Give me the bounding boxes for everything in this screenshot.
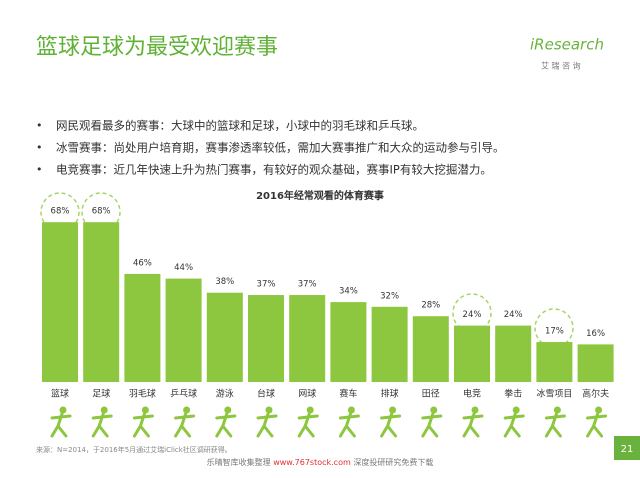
bullet-dot: • [36, 141, 43, 154]
category-label: 网球 [298, 388, 316, 400]
sport-icon-head [59, 406, 67, 414]
category-label: 羽毛球 [129, 388, 156, 400]
bar [536, 342, 573, 382]
sport-icon-body [544, 412, 566, 438]
sport-icon-head [512, 406, 520, 414]
sport-icon-head [347, 406, 355, 414]
chart-title: 2016年经常观看的体育赛事 [256, 189, 384, 202]
sport-icon-body [132, 412, 154, 438]
sport-icon-body [338, 412, 360, 438]
bar [165, 278, 202, 382]
value-label: 24% [463, 310, 482, 320]
sport-icon-body [586, 412, 608, 438]
bar [83, 222, 120, 382]
logo-sub: 艾 瑞 咨 询 [541, 61, 581, 71]
category-label: 高尔夫 [582, 388, 609, 400]
bar [495, 325, 532, 382]
sport-icon-head [553, 406, 561, 414]
category-label: 足球 [92, 388, 110, 400]
value-label: 32% [380, 291, 399, 301]
sport-icon-head [265, 406, 273, 414]
sport-icon-body [297, 412, 319, 438]
bullet-dot: • [36, 163, 43, 176]
footer-suffix: 深度投研研究免费下载 [351, 457, 434, 467]
value-label: 28% [421, 301, 440, 311]
category-label: 电竞 [463, 388, 481, 400]
bar [330, 302, 367, 382]
value-label: 38% [215, 277, 234, 287]
bar [454, 325, 490, 382]
value-label: 46% [133, 258, 152, 268]
value-label: 34% [339, 287, 358, 297]
category-label: 田径 [422, 388, 440, 400]
sport-icon-head [430, 406, 438, 414]
category-label: 拳击 [504, 388, 522, 400]
bar [206, 292, 243, 382]
bar [577, 344, 614, 382]
sport-icon-body [91, 412, 113, 438]
bar-chart: 68% 篮球 68% 足球 46% 羽毛球 44% 乒乓球 38% 游泳 37% 台球 37% 网球 34%… [42, 207, 614, 438]
value-label: 44% [174, 263, 193, 273]
category-label: 冰雪项目 [536, 388, 572, 400]
sport-icon-body [215, 412, 237, 438]
source: 来源：N=2014，于2016年5月通过艾瑞iClick社区调研获得。 [36, 445, 232, 454]
footer-prefix: 乐晴智库收集整理 [207, 457, 274, 467]
value-label: 17% [545, 327, 564, 337]
sport-icon-body [256, 412, 278, 438]
sport-icon-head [389, 406, 397, 414]
value-label: 68% [51, 207, 70, 217]
bullet-text: 冰雪赛事：尚处用户培育期，赛事渗透率较低，需加大赛事推广和大众的运动参与引导。 [56, 141, 505, 155]
sport-icon-head [224, 406, 232, 414]
category-label: 排球 [381, 388, 399, 400]
category-label: 赛车 [339, 388, 357, 400]
footer-url: www.767stock.com [273, 458, 351, 467]
sport-icon-head [306, 406, 314, 414]
sport-icon-head [471, 406, 479, 414]
sport-icon-head [183, 406, 191, 414]
bar [289, 295, 326, 382]
category-label: 台球 [257, 388, 275, 400]
value-label: 37% [298, 280, 317, 290]
sport-icon-head [141, 406, 149, 414]
sport-icon-body [462, 412, 484, 438]
footer: 乐晴智库收集整理 www.767stock.com 深度投研研究免费下载 [207, 457, 434, 467]
value-label: 68% [92, 207, 111, 217]
bar [371, 306, 408, 382]
bullet-text: 电竞赛事：近几年快速上升为热门赛事，有较好的观众基础，赛事IP有较大挖掘潜力。 [56, 163, 492, 177]
value-label: 37% [257, 280, 276, 290]
sport-icon-body [174, 412, 196, 438]
sport-icon-head [595, 406, 603, 414]
sport-icon-body [421, 412, 443, 438]
category-label: 游泳 [216, 388, 234, 400]
category-label: 篮球 [51, 388, 69, 400]
category-label: 乒乓球 [170, 388, 197, 400]
logo: iResearch [530, 36, 604, 54]
sport-icon-body [503, 412, 525, 438]
bar [412, 316, 449, 382]
sport-icon-body [50, 412, 72, 438]
bar [124, 273, 161, 382]
page-number: 21 [621, 444, 634, 455]
bullet-text: 网民观看最多的赛事：大球中的篮球和足球，小球中的羽毛球和乒乓球。 [56, 119, 424, 133]
slide-title: 篮球足球为最受欢迎赛事 [36, 35, 278, 60]
page-badge [614, 436, 640, 460]
value-label: 16% [586, 329, 605, 339]
value-label: 24% [504, 310, 523, 320]
bullet-dot: • [36, 119, 43, 132]
bar [42, 222, 78, 382]
bar [248, 295, 284, 382]
sport-icon-head [100, 406, 108, 414]
sport-icon-body [380, 412, 402, 438]
